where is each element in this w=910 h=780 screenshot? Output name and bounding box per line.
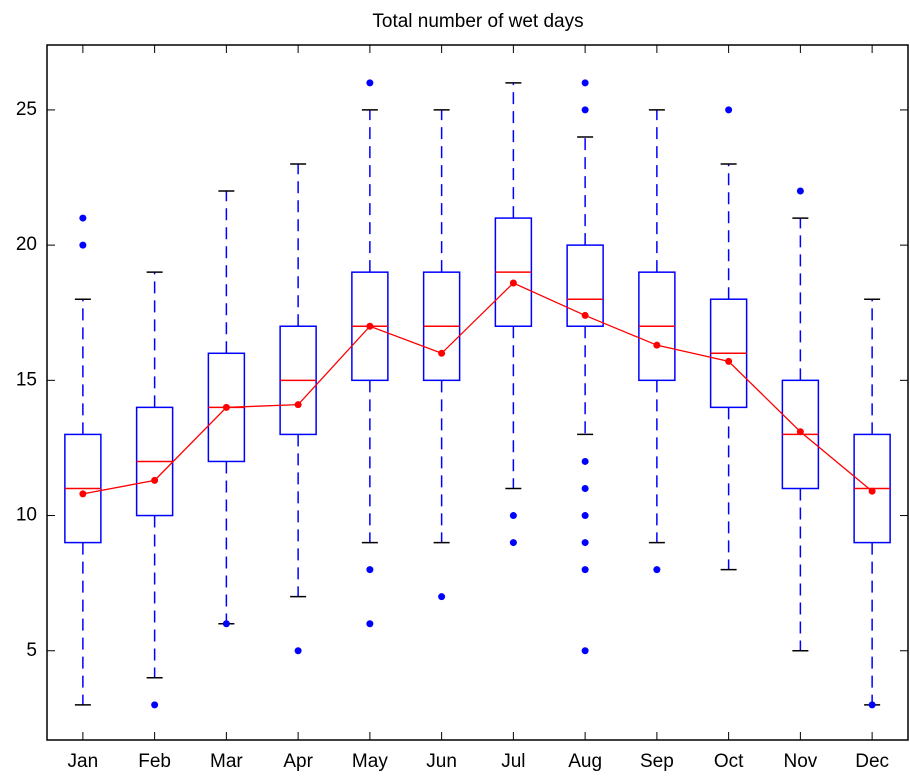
mean-dot xyxy=(366,322,374,330)
outlier xyxy=(796,187,804,195)
outlier xyxy=(653,566,661,574)
x-tick-label: Mar xyxy=(210,751,243,772)
mean-dot xyxy=(725,357,733,365)
outlier xyxy=(581,539,589,547)
outlier xyxy=(366,79,374,87)
outlier xyxy=(509,512,517,520)
outlier xyxy=(222,620,230,628)
mean-dot xyxy=(151,476,159,484)
x-tick-label: Nov xyxy=(783,751,817,772)
x-tick-label: Oct xyxy=(714,751,744,772)
outlier xyxy=(366,566,374,574)
outlier xyxy=(79,214,87,222)
y-tick-label: 5 xyxy=(26,640,37,661)
plot-frame xyxy=(46,44,909,741)
x-tick-label: Aug xyxy=(568,751,602,772)
box xyxy=(566,244,604,327)
mean-dot xyxy=(438,349,446,357)
mean-dot xyxy=(294,401,302,409)
outlier xyxy=(366,620,374,628)
x-tick-label: Dec xyxy=(855,751,889,772)
mean-dot xyxy=(796,428,804,436)
outlier xyxy=(151,701,159,709)
mean-dot xyxy=(653,341,661,349)
outlier xyxy=(581,485,589,493)
y-tick-label: 20 xyxy=(16,234,37,255)
y-tick-label: 15 xyxy=(16,369,37,390)
outlier xyxy=(438,593,446,601)
mean-dot xyxy=(79,490,87,498)
x-tick-label: Jun xyxy=(426,751,457,772)
outlier xyxy=(581,79,589,87)
mean-dot xyxy=(509,279,517,287)
outlier xyxy=(581,566,589,574)
y-tick-label: 10 xyxy=(16,505,37,526)
outlier xyxy=(294,647,302,655)
mean-line xyxy=(82,282,873,495)
x-tick-label: Feb xyxy=(138,751,171,772)
outlier xyxy=(868,701,876,709)
outlier xyxy=(725,106,733,114)
mean-dot xyxy=(222,403,230,411)
chart-title: Total number of wet days xyxy=(372,11,583,32)
outlier xyxy=(581,457,589,465)
outlier xyxy=(581,106,589,114)
mean-dot xyxy=(581,311,589,319)
x-tick-label: Sep xyxy=(640,751,674,772)
mean-dot xyxy=(868,487,876,495)
outlier xyxy=(79,241,87,249)
x-tick-label: Jul xyxy=(501,751,525,772)
outlier xyxy=(509,539,517,547)
outlier xyxy=(581,512,589,520)
x-tick-label: May xyxy=(352,751,388,772)
y-tick-label: 25 xyxy=(16,99,37,120)
x-tick-label: Jan xyxy=(68,751,99,772)
outlier xyxy=(581,647,589,655)
x-tick-label: Apr xyxy=(283,751,313,772)
